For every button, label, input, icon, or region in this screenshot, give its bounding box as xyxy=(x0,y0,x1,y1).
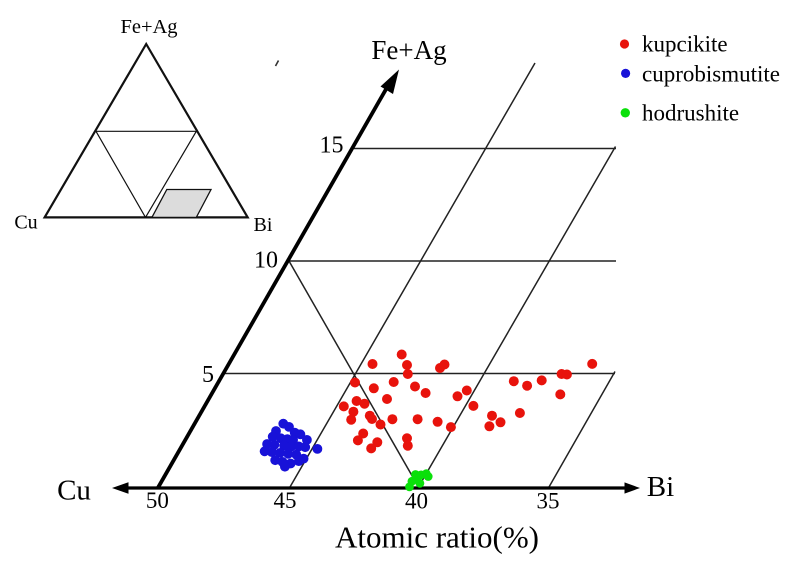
svg-text:Bi: Bi xyxy=(254,214,273,236)
svg-text:50: 50 xyxy=(146,488,169,513)
svg-text:35: 35 xyxy=(537,489,560,514)
svg-text:Cu: Cu xyxy=(57,475,91,507)
svg-text:Atomic ratio(%): Atomic ratio(%) xyxy=(335,520,539,555)
svg-text:cuprobismutite: cuprobismutite xyxy=(642,62,780,87)
svg-text:40: 40 xyxy=(405,489,428,514)
svg-text:10: 10 xyxy=(254,248,278,274)
svg-text:Bi: Bi xyxy=(647,471,674,503)
svg-text:Fe+Ag: Fe+Ag xyxy=(120,16,177,38)
svg-text:kupcikite: kupcikite xyxy=(642,32,728,57)
svg-text:Cu: Cu xyxy=(14,212,37,234)
svg-text:45: 45 xyxy=(274,488,297,513)
svg-text:hodrushite: hodrushite xyxy=(642,101,739,126)
svg-text:15: 15 xyxy=(320,133,344,159)
svg-text:5: 5 xyxy=(202,362,214,388)
svg-text:Fe+Ag: Fe+Ag xyxy=(371,35,446,65)
